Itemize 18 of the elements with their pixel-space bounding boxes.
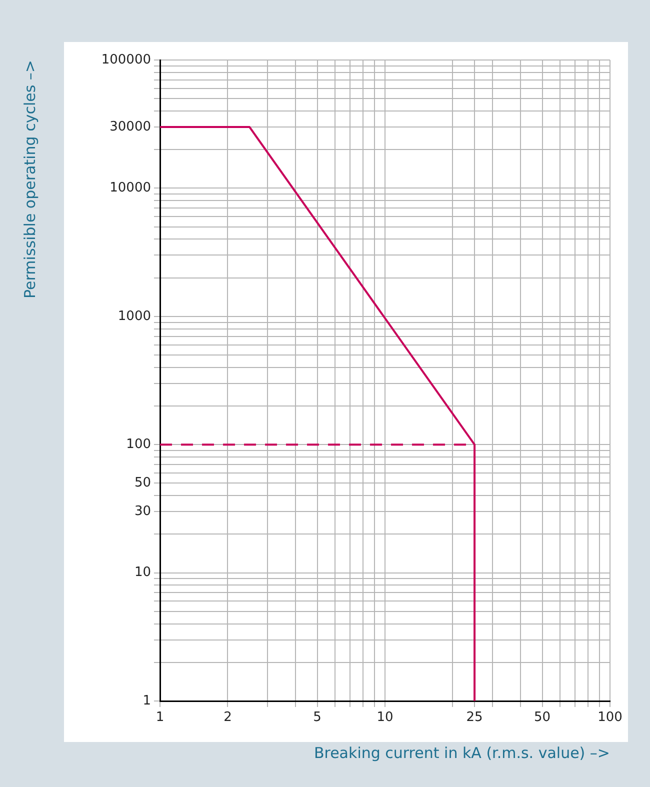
y-tick-label: 50 <box>134 476 151 491</box>
x-tick-label: 1 <box>156 710 164 726</box>
x-tick-label: 100 <box>598 710 622 726</box>
y-tick-label: 1000 <box>118 308 151 324</box>
y-tick-label: 10000 <box>110 180 151 196</box>
x-tick-label: 2 <box>224 710 232 726</box>
y-tick-label: 30 <box>134 504 151 520</box>
y-tick-label: 100 <box>126 436 151 452</box>
y-tick-label: 30000 <box>110 119 151 134</box>
x-tick-label: 50 <box>534 710 551 726</box>
x-tick-label: 5 <box>313 710 322 726</box>
x-tick-label: 10 <box>376 710 394 726</box>
x-tick-label: 25 <box>466 710 483 726</box>
y-tick-label: 100000 <box>101 52 151 68</box>
y-axis-title: Permissible operating cycles –> <box>20 60 39 298</box>
y-tick-label: 10 <box>134 565 151 580</box>
y-tick-label: 1 <box>142 693 151 708</box>
x-axis-title: Breaking current in kA (r.m.s. value) –> <box>314 744 610 762</box>
